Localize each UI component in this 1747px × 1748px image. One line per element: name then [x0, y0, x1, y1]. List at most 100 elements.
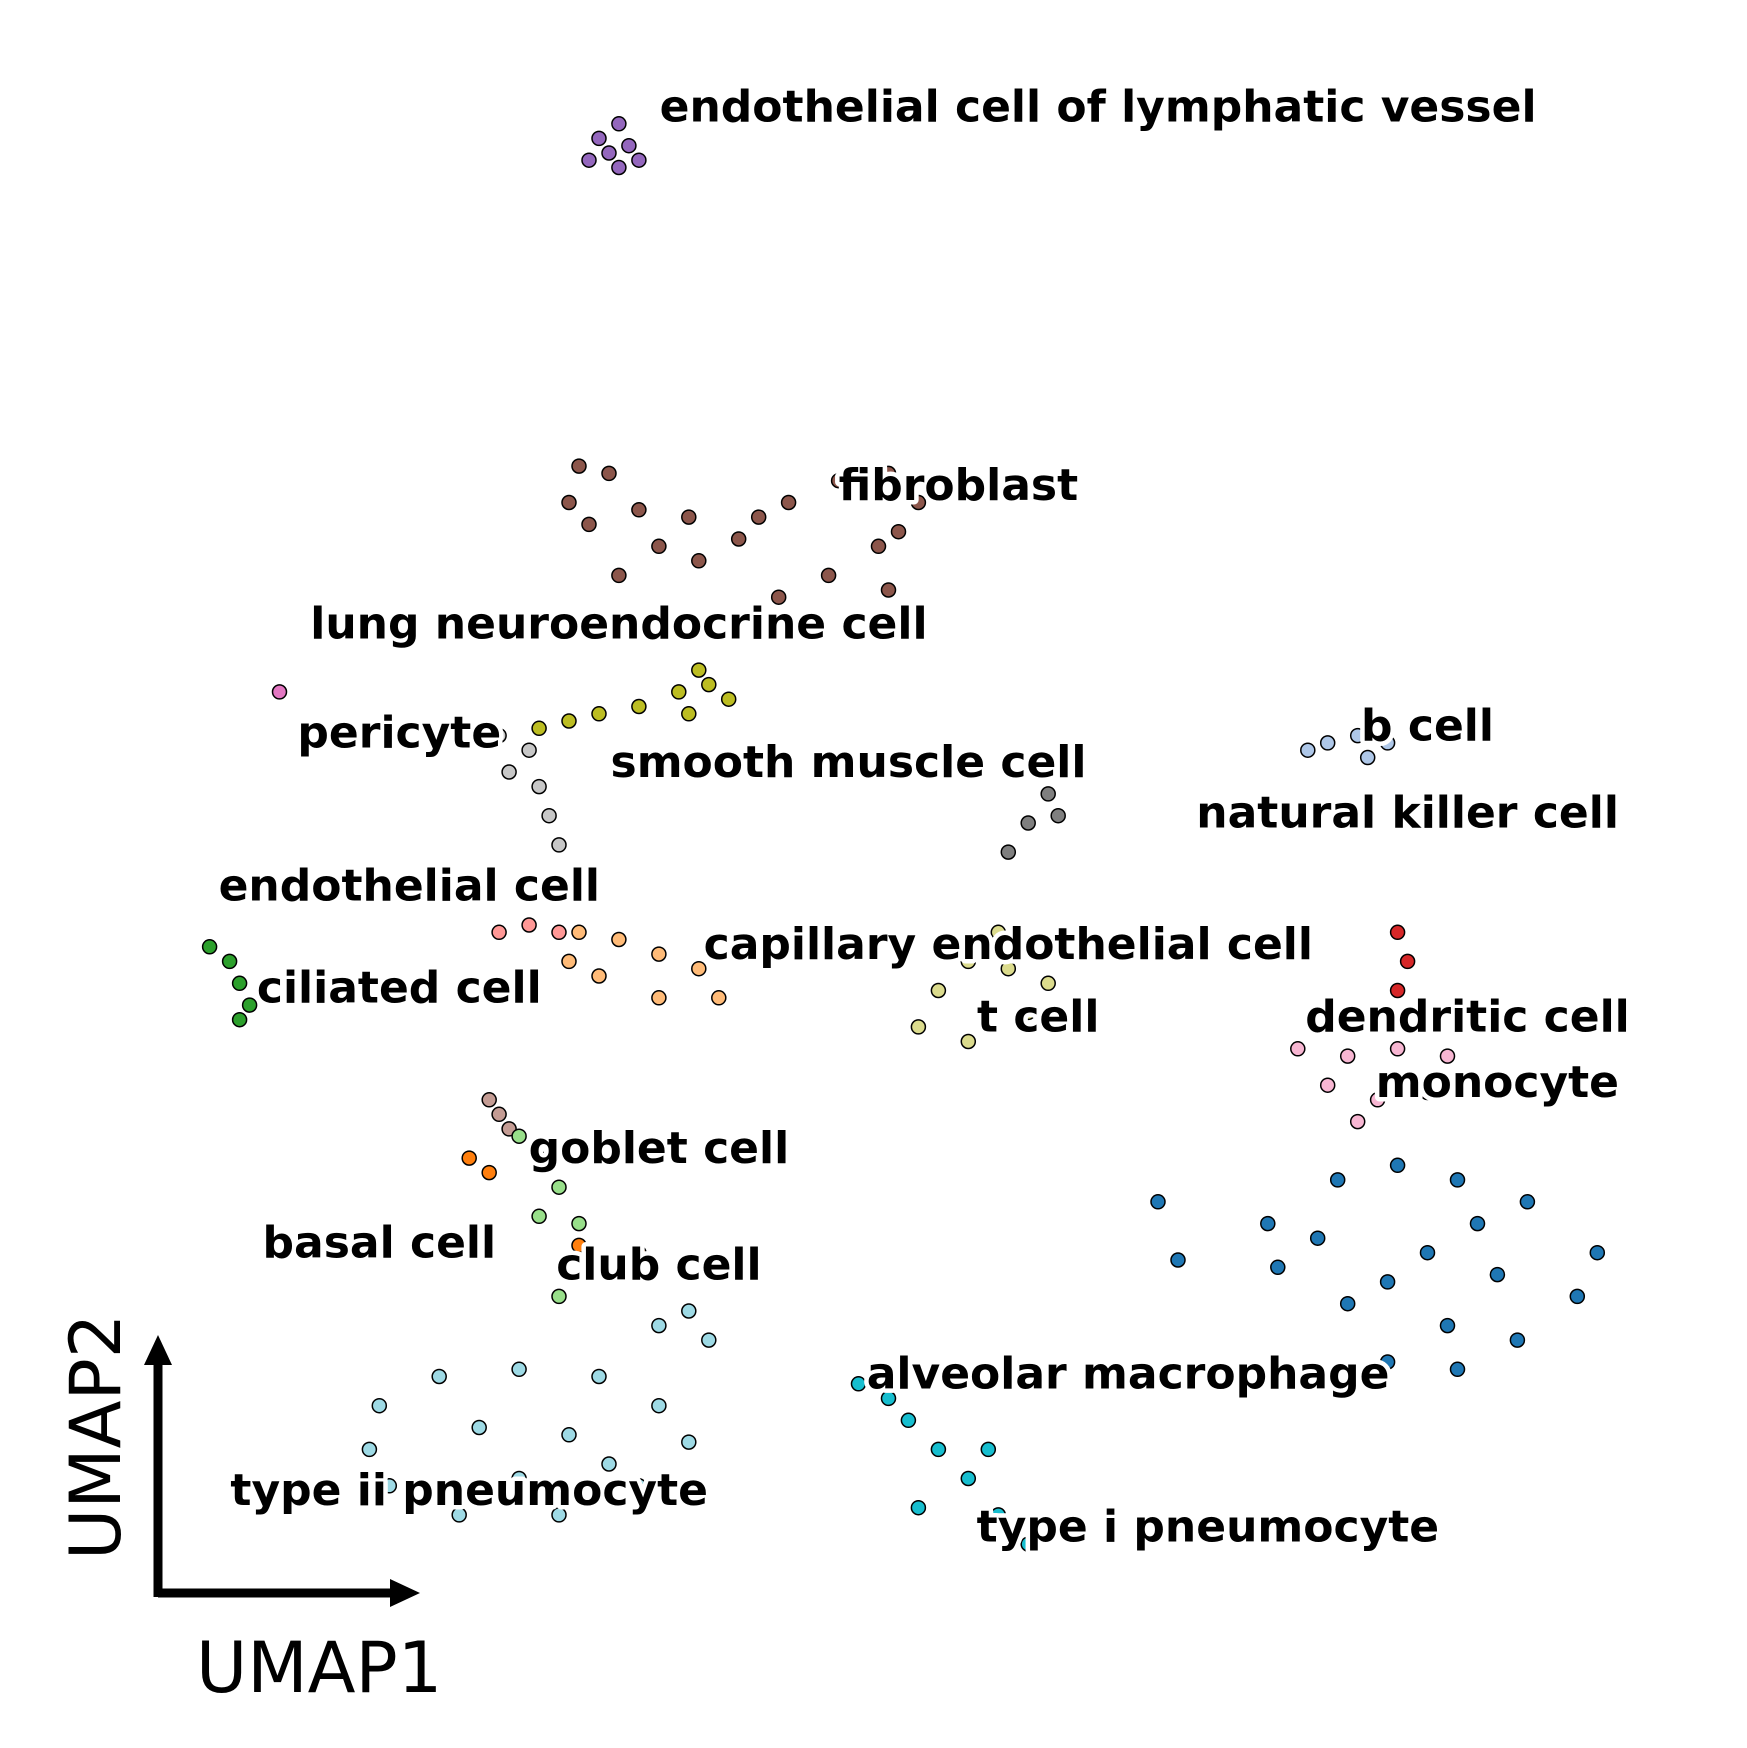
label-fibroblast: fibroblast [839, 460, 1079, 511]
point-endothelial-cell-0 [491, 924, 507, 941]
axis-arrows [144, 1335, 420, 1607]
label-endothelial-cell-of-lymphatic-vessel: endothelial cell of lymphatic vessel [660, 81, 1537, 132]
point-monocyte-6 [1419, 1084, 1436, 1101]
point-alveolar-macrophage-8 [1379, 1354, 1396, 1370]
point-smooth-muscle-cell-3 [671, 684, 687, 700]
point-basal-cell-0 [461, 1150, 477, 1166]
point-alveolar-macrophage-14 [1379, 1274, 1396, 1290]
point-fibroblast-17 [681, 509, 697, 525]
point-capillary-endothelial-cell-2 [651, 946, 667, 962]
point-alveolar-macrophage-17 [1270, 1259, 1286, 1276]
point-t-cell-5 [1020, 1004, 1036, 1021]
point-type-ii-pneumocyte-13 [511, 1470, 527, 1487]
point-smooth-muscle-cell-7 [531, 720, 547, 737]
label-endothelial-cell: endothelial cell [219, 861, 600, 912]
point-alveolar-macrophage-1 [1389, 1157, 1406, 1174]
point-endothelial-cell-of-lymphatic-vessel-6 [611, 159, 627, 176]
point-fibroblast-13 [770, 589, 787, 605]
label-capillary-endothelial-cell: capillary endothelial cell [704, 919, 1313, 970]
series-b-cell [1300, 727, 1396, 766]
label-monocyte: monocyte [1376, 1057, 1619, 1108]
point-type-i-pneumocyte-8 [910, 1499, 927, 1516]
point-type-ii-pneumocyte-9 [381, 1478, 398, 1494]
point-alveolar-macrophage-19 [1170, 1252, 1186, 1268]
series-endothelial-cell [491, 917, 567, 941]
point-endothelial-cell-of-lymphatic-vessel-1 [611, 116, 627, 132]
series-monocyte [1290, 1041, 1456, 1130]
point-ciliated-cell-0 [201, 939, 218, 955]
point-basal-cell-3 [631, 1244, 647, 1261]
point-type-ii-pneumocyte-1 [431, 1368, 447, 1385]
series-ciliated-cell [201, 939, 258, 1028]
point-alveolar-macrophage-3 [1519, 1194, 1536, 1210]
point-type-ii-pneumocyte-17 [701, 1332, 717, 1348]
point-basal-cell-1 [481, 1164, 497, 1181]
series-capillary-endothelial-cell [561, 924, 727, 1006]
point-monocyte-7 [1349, 1113, 1366, 1130]
point-pericyte-4 [541, 807, 557, 824]
point-club-cell-2 [551, 1179, 567, 1195]
point-alveolar-macrophage-2 [1449, 1172, 1466, 1188]
point-monocyte-3 [1439, 1048, 1456, 1064]
point-type-i-pneumocyte-4 [960, 1470, 977, 1487]
series-natural-killer-cell [1000, 749, 1076, 860]
point-dendritic-cell-2 [1389, 982, 1406, 999]
series-goblet-cell [481, 1092, 517, 1137]
point-dendritic-cell-3 [1379, 1004, 1396, 1021]
umap1-arrowhead [390, 1579, 420, 1607]
point-monocyte-2 [1389, 1041, 1406, 1057]
point-b-cell-0 [1319, 735, 1336, 751]
point-endothelial-cell-of-lymphatic-vessel-2 [601, 145, 617, 161]
point-smooth-muscle-cell-4 [701, 676, 717, 693]
point-fibroblast-19 [890, 523, 907, 540]
point-type-ii-pneumocyte-4 [651, 1397, 667, 1414]
point-natural-killer-cell-4 [1050, 807, 1066, 824]
point-endothelial-cell-1 [521, 917, 537, 933]
point-alveolar-macrophage-9 [1339, 1295, 1356, 1312]
label-natural-killer-cell: natural killer cell [1196, 788, 1619, 839]
point-capillary-endothelial-cell-4 [591, 968, 607, 984]
point-fibroblast-14 [611, 567, 627, 584]
point-fibroblast-6 [730, 531, 747, 547]
point-t-cell-0 [990, 924, 1007, 941]
umap2-arrowhead [144, 1335, 172, 1365]
point-basal-cell-4 [571, 1237, 587, 1254]
point-alveolar-macrophage-6 [1509, 1332, 1526, 1348]
point-fibroblast-7 [780, 494, 797, 511]
point-fibroblast-0 [571, 458, 587, 474]
point-type-ii-pneumocyte-2 [511, 1361, 527, 1378]
point-type-ii-pneumocyte-15 [651, 1317, 667, 1334]
label-pericyte: pericyte [297, 708, 501, 759]
series-lung-neuroendocrine-cell [271, 684, 288, 700]
series-type-ii-pneumocyte [361, 1303, 717, 1523]
point-capillary-endothelial-cell-5 [651, 990, 667, 1006]
point-club-cell-3 [571, 1215, 587, 1232]
series-type-i-pneumocyte [850, 1376, 1036, 1552]
point-alveolar-macrophage-4 [1589, 1244, 1606, 1261]
series-pericyte [491, 727, 567, 853]
point-type-ii-pneumocyte-6 [631, 1478, 647, 1494]
point-endothelial-cell-2 [551, 924, 567, 941]
series-smooth-muscle-cell [531, 662, 737, 737]
point-alveolar-macrophage-5 [1569, 1288, 1586, 1305]
point-capillary-endothelial-cell-7 [561, 953, 577, 970]
point-alveolar-macrophage-15 [1469, 1215, 1486, 1232]
point-endothelial-cell-of-lymphatic-vessel-0 [591, 130, 607, 147]
point-monocyte-5 [1369, 1092, 1386, 1108]
point-b-cell-4 [1359, 749, 1376, 766]
point-type-i-pneumocyte-5 [990, 1507, 1007, 1523]
point-fibroblast-18 [561, 494, 577, 511]
point-smooth-muscle-cell-8 [691, 662, 707, 678]
point-fibroblast-11 [870, 538, 887, 555]
point-ciliated-cell-2 [231, 975, 248, 992]
point-smooth-muscle-cell-6 [681, 706, 697, 722]
series-club-cell [511, 1128, 597, 1305]
point-club-cell-1 [531, 1150, 547, 1166]
point-capillary-endothelial-cell-6 [711, 990, 727, 1006]
point-type-ii-pneumocyte-0 [371, 1397, 388, 1414]
point-capillary-endothelial-cell-3 [691, 960, 707, 977]
series-dendritic-cell [1379, 924, 1416, 1021]
point-natural-killer-cell-0 [1060, 749, 1076, 766]
x-axis-label: UMAP1 [196, 1627, 442, 1709]
